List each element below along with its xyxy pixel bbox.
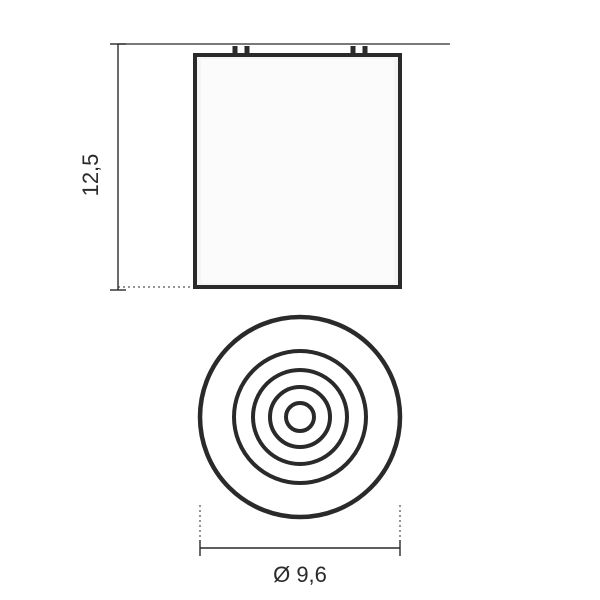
height-label: 12,5 <box>78 154 103 197</box>
diameter-label: Ø 9,6 <box>273 562 327 587</box>
cylinder-face <box>201 59 394 283</box>
technical-drawing: 12,5 Ø 9,6 <box>0 0 600 600</box>
